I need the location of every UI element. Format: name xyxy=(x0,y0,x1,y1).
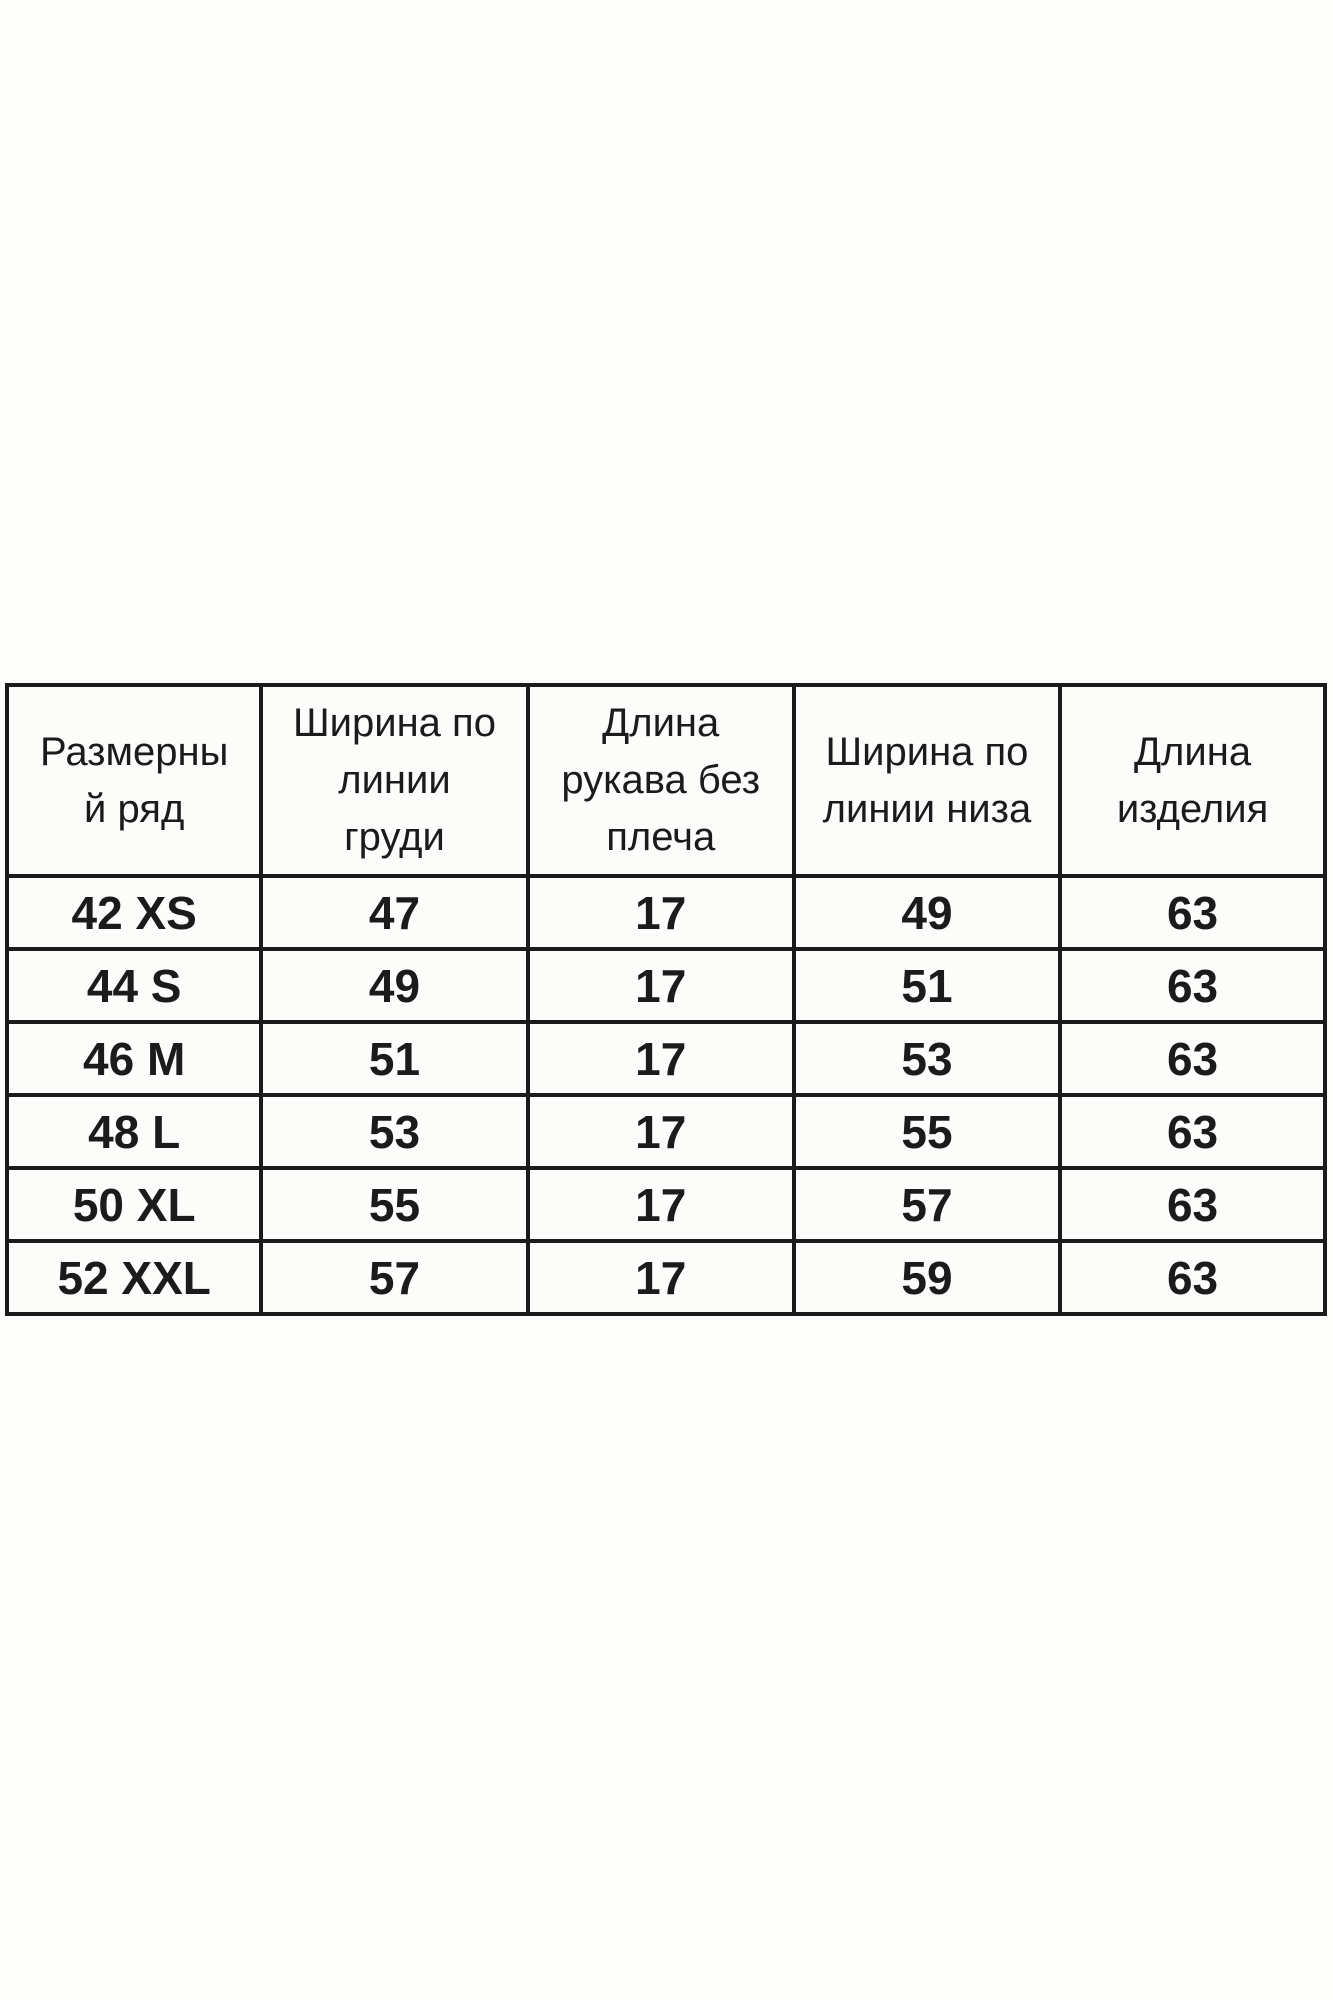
header-row: Размерны й ряд Ширина по линии груди Дли… xyxy=(4,683,1327,878)
table-row: 50 XL 55 17 57 63 xyxy=(4,1166,1327,1243)
cell-size: 44 S xyxy=(4,947,264,1024)
cell-item-length: 63 xyxy=(1058,1239,1327,1316)
cell-item-length: 63 xyxy=(1058,947,1327,1024)
cell-size: 42 XS xyxy=(4,874,264,951)
size-chart-table: Размерны й ряд Ширина по линии груди Дли… xyxy=(4,683,1327,1316)
cell-hem-width: 57 xyxy=(791,1166,1063,1243)
cell-chest-width: 49 xyxy=(259,947,530,1024)
cell-chest-width: 55 xyxy=(259,1166,530,1243)
cell-size: 46 M xyxy=(4,1020,264,1097)
cell-hem-width: 51 xyxy=(791,947,1063,1024)
column-header-chest-width: Ширина по линии груди xyxy=(259,683,530,878)
cell-chest-width: 51 xyxy=(259,1020,530,1097)
column-header-size-range: Размерны й ряд xyxy=(4,683,264,878)
table-row: 42 XS 47 17 49 63 xyxy=(4,874,1327,951)
cell-size: 52 XXL xyxy=(4,1239,264,1316)
table-row: 46 M 51 17 53 63 xyxy=(4,1020,1327,1097)
table-row: 44 S 49 17 51 63 xyxy=(4,947,1327,1024)
cell-item-length: 63 xyxy=(1058,1093,1327,1170)
cell-size: 48 L xyxy=(4,1093,264,1170)
cell-sleeve-length: 17 xyxy=(525,947,796,1024)
cell-sleeve-length: 17 xyxy=(525,1093,796,1170)
cell-chest-width: 57 xyxy=(259,1239,530,1316)
cell-sleeve-length: 17 xyxy=(525,1239,796,1316)
cell-item-length: 63 xyxy=(1058,1020,1327,1097)
cell-item-length: 63 xyxy=(1058,874,1327,951)
cell-sleeve-length: 17 xyxy=(525,1020,796,1097)
cell-hem-width: 49 xyxy=(791,874,1063,951)
cell-size: 50 XL xyxy=(4,1166,264,1243)
cell-hem-width: 53 xyxy=(791,1020,1063,1097)
column-header-item-length: Длина изделия xyxy=(1058,683,1327,878)
table-row: 48 L 53 17 55 63 xyxy=(4,1093,1327,1170)
cell-chest-width: 53 xyxy=(259,1093,530,1170)
size-chart-container: Размерны й ряд Ширина по линии груди Дли… xyxy=(4,683,1327,1316)
cell-chest-width: 47 xyxy=(259,874,530,951)
cell-hem-width: 59 xyxy=(791,1239,1063,1316)
column-header-hem-width: Ширина по линии низа xyxy=(791,683,1063,878)
cell-hem-width: 55 xyxy=(791,1093,1063,1170)
cell-sleeve-length: 17 xyxy=(525,874,796,951)
table-row: 52 XXL 57 17 59 63 xyxy=(4,1239,1327,1316)
cell-sleeve-length: 17 xyxy=(525,1166,796,1243)
cell-item-length: 63 xyxy=(1058,1166,1327,1243)
column-header-sleeve-length: Длина рукава без плеча xyxy=(525,683,796,878)
